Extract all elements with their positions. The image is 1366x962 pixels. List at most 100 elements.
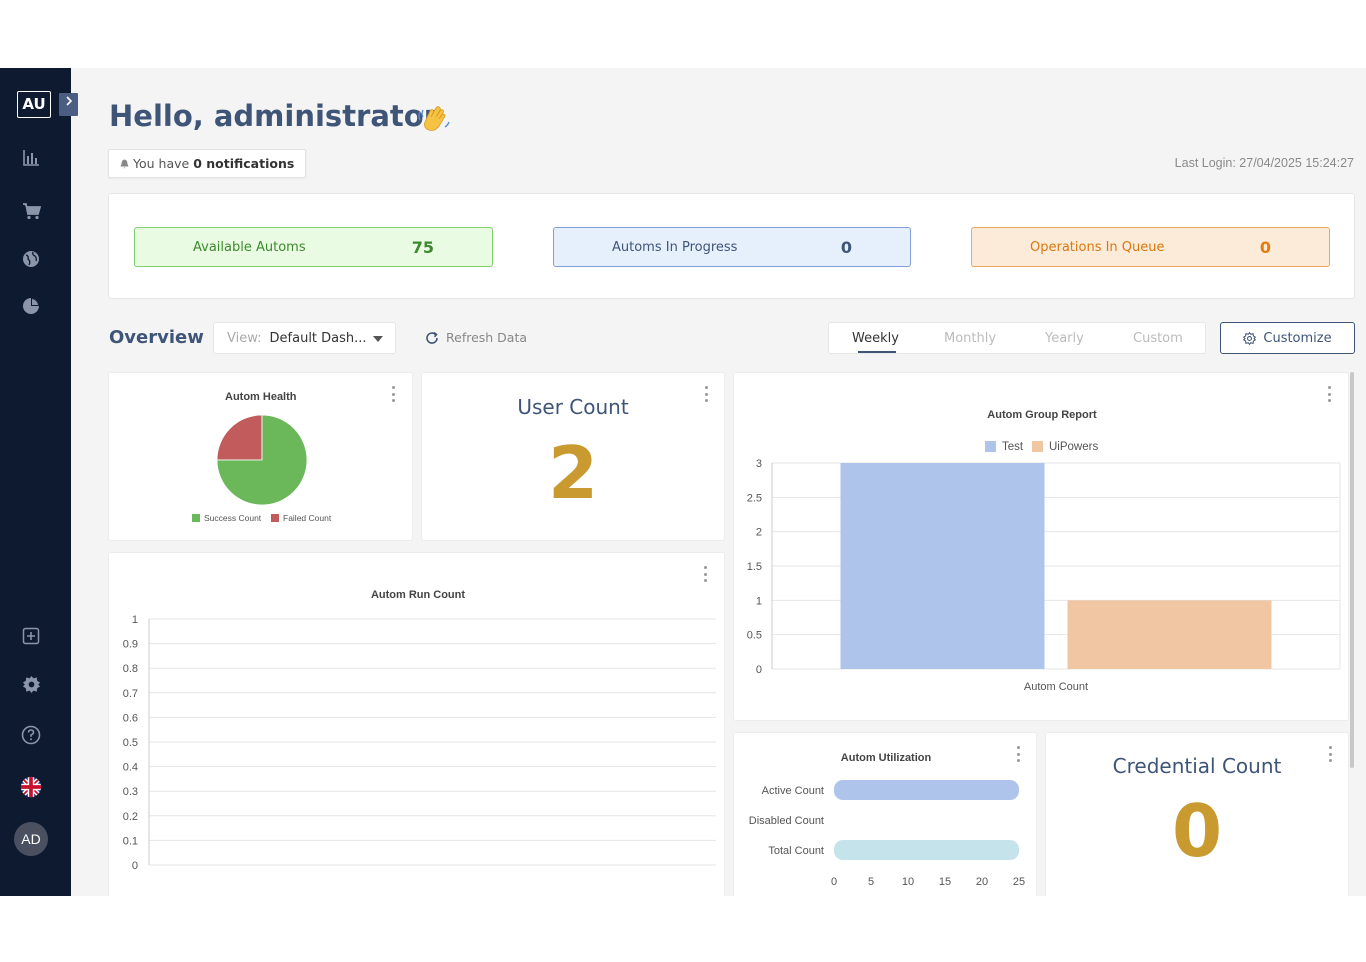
bar-active-count [834,780,1019,800]
notification-prefix: You have [133,156,190,171]
gear-icon [22,675,40,693]
x-tick-label: Autom Count [1024,681,1088,693]
chart-title: Autom Run Count [371,589,465,601]
x-tick-label: 20 [976,876,988,888]
sidebar-item-dashboard[interactable] [20,147,42,169]
bar-total-count [834,840,1019,860]
stat-value: 0 [1259,237,1271,257]
autom-run-count-chart: Autom Run Count 0 0.1 0.2 0.3 0.4 0.5 0.6 0.7 0.8… [123,589,716,872]
notification-count: 0 notifications [193,156,295,171]
app-logo[interactable]: AU [17,91,51,118]
bell-icon [120,159,129,168]
sidebar-item-add[interactable] [20,625,42,647]
y-tick-label: Total Count [768,845,824,857]
available-automs-stat[interactable]: Available Automs 75 [134,227,493,267]
chevron-right-icon [65,96,72,106]
tab-monthly[interactable]: Monthly [944,331,997,346]
tab-yearly[interactable]: Yearly [1045,331,1084,346]
widget-title: Credential Count [1112,754,1282,778]
chart-title: Autom Utilization [841,752,932,764]
view-label: View: [227,330,262,346]
add-box-icon [22,627,40,645]
bar-uipowers [1067,600,1272,669]
legend-swatch [1032,441,1043,452]
legend-swatch [271,514,279,522]
widget-menu-icon[interactable] [703,386,709,402]
y-tick-label: 0.9 [123,639,138,651]
stat-label: Operations In Queue [1030,239,1165,255]
chart-title: Autom Group Report [987,409,1097,421]
widget-menu-icon[interactable] [390,386,396,402]
caret-down-icon [373,336,383,342]
stats-card: Available Automs 75 Automs In Progress 0… [108,193,1355,299]
credential-count-widget: Credential Count 0 [1045,732,1349,896]
sidebar: AU [0,68,78,896]
overview-heading: Overview [109,327,204,348]
y-tick-label: 0.2 [123,811,138,823]
sidebar-item-settings[interactable] [20,673,42,695]
dashboard-view-select[interactable]: View: Default Dash... [213,322,396,354]
stat-value: 75 [411,237,434,257]
globe-icon [23,251,39,267]
sidebar-item-web[interactable] [20,248,42,270]
app-window: AU [0,68,1366,896]
x-tick-label: 25 [1013,876,1025,888]
stat-label: Automs In Progress [612,239,738,255]
stat-label: Available Automs [193,239,306,255]
legend-label: UiPowers [1049,441,1098,453]
scrollbar[interactable] [1350,372,1354,768]
tab-custom[interactable]: Custom [1133,331,1183,346]
y-tick-label: 0.5 [123,737,138,749]
page-title: Hello, administrator [109,99,439,133]
bar-test [840,463,1045,669]
autom-health-widget: Autom Health Success Count Failed Count [108,372,413,541]
user-count-widget: User Count 2 [421,372,725,541]
uk-flag-icon [20,776,42,798]
gear-icon [1243,331,1257,345]
y-tick-label: 0 [132,860,138,872]
language-selector[interactable] [20,776,42,798]
autom-health-pie: Success Count Failed Count [192,414,332,523]
view-value: Default Dash... [269,330,367,346]
waving-hand-icon [418,106,450,131]
y-tick-label: 2.5 [747,492,762,504]
x-tick-label: 10 [902,876,914,888]
y-tick-label: Active Count [762,785,824,797]
sidebar-item-help[interactable] [20,724,42,746]
tab-weekly[interactable]: Weekly [852,331,899,346]
user-count-value: 2 [547,431,599,515]
widget-menu-icon[interactable] [1015,746,1021,762]
x-tick-label: 15 [939,876,951,888]
y-tick-label: 0.5 [747,630,762,642]
legend-swatch [192,514,200,522]
x-tick-label: 5 [868,876,874,888]
legend-label: Test [1002,441,1024,453]
autom-utilization-widget: Autom Utilization Active Count Disabled Co… [733,732,1037,896]
y-tick-label: 1.5 [747,561,762,573]
y-tick-label: 0.6 [123,712,138,724]
y-tick-label: 0.4 [123,762,138,774]
y-tick-label: 0.3 [123,786,138,798]
operations-in-queue-stat[interactable]: Operations In Queue 0 [971,227,1330,267]
y-tick-label: 0.7 [123,688,138,700]
sidebar-item-store[interactable] [20,200,42,222]
notification-indicator[interactable]: You have 0 notifications [108,149,307,178]
period-tabs: Weekly Monthly Yearly Custom [828,322,1206,354]
y-tick-label: 3 [756,458,762,470]
help-icon [21,725,41,745]
customize-button[interactable]: Customize [1220,322,1355,354]
pie-slice-failed-count [216,414,263,461]
x-tick-label: 0 [831,876,837,888]
refresh-data-button[interactable]: Refresh Data [425,330,527,345]
user-avatar[interactable]: AD [14,822,48,856]
widget-menu-icon[interactable] [702,566,708,582]
refresh-icon [426,331,438,344]
y-tick-label: 2 [756,527,762,539]
sidebar-item-reports[interactable] [20,295,42,317]
legend-label: Failed Count [283,513,332,523]
bar-chart-icon [23,150,39,166]
automs-in-progress-stat[interactable]: Automs In Progress 0 [553,227,911,267]
widget-menu-icon[interactable] [1326,386,1332,402]
widget-menu-icon[interactable] [1327,746,1333,762]
sidebar-expand-button[interactable] [59,93,78,116]
